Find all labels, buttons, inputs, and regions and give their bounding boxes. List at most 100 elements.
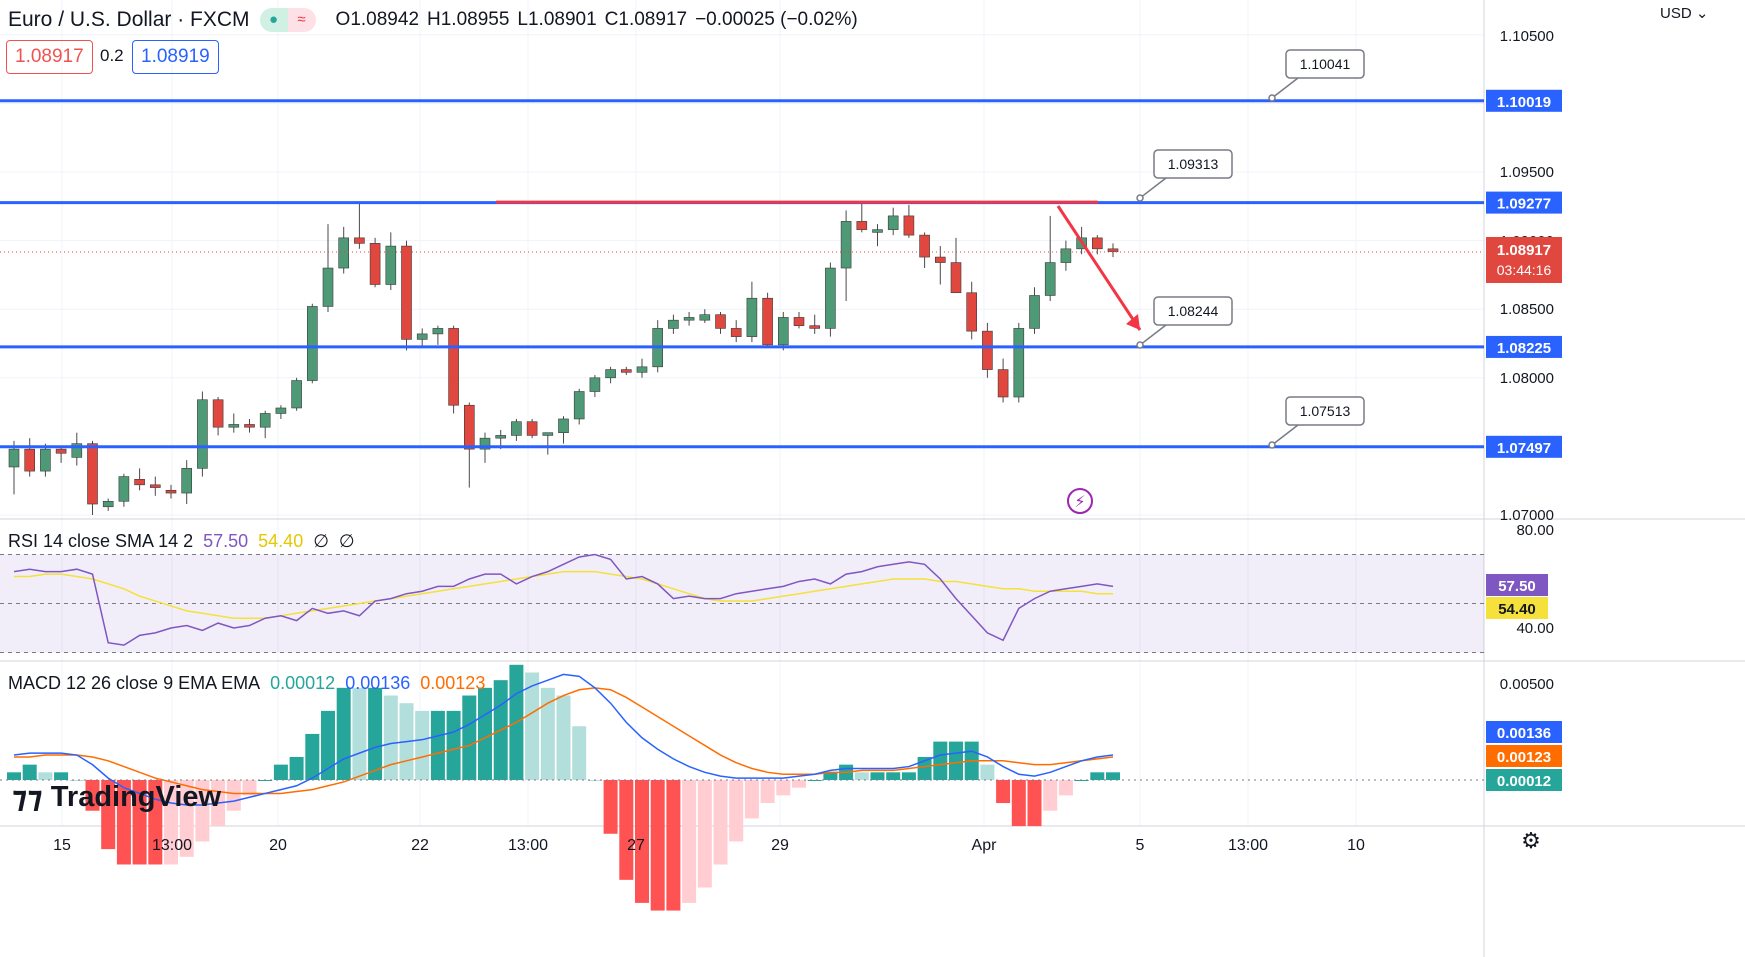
macd-histogram-bar <box>430 710 445 780</box>
candle <box>306 303 318 384</box>
drawings[interactable]: 1.10041 1.09313 1.08244 1.07513 ⚡ <box>496 49 1365 514</box>
macd-histogram-bar <box>792 780 806 788</box>
candle <box>526 418 538 439</box>
macd-histogram-bar <box>415 710 430 780</box>
candle-body <box>150 484 161 488</box>
candle <box>558 416 569 444</box>
callout-text: 1.10041 <box>1300 56 1351 72</box>
candle <box>573 388 585 425</box>
macd-value-badge <box>1486 769 1562 791</box>
macd-histogram-bar <box>697 780 712 888</box>
rsi-legend-extra2: ∅ <box>338 531 355 551</box>
candle <box>746 281 758 343</box>
macd-histogram-bar <box>336 687 351 780</box>
currency-selector[interactable]: USD ⌄ <box>1660 4 1708 22</box>
candle <box>762 292 773 348</box>
candle-body <box>24 448 36 472</box>
tradingview-logo[interactable]: ⁊⁊ TradingView <box>12 780 221 815</box>
macd-histogram-bar <box>744 780 759 819</box>
candle-body <box>1044 262 1056 296</box>
rsi-legend[interactable]: RSI 14 close SMA 14 2 57.50 54.40 ∅ ∅ <box>8 531 355 552</box>
settings-gear-icon[interactable]: ⚙ <box>1521 828 1541 853</box>
macd-histogram-bar <box>54 772 69 780</box>
candle <box>777 311 789 351</box>
macd-histogram-bar <box>980 764 995 780</box>
candle-body <box>997 369 1009 398</box>
candle <box>982 322 993 378</box>
last-price-badge <box>1486 236 1562 283</box>
candle <box>825 262 836 337</box>
macd-histogram-bar <box>650 780 665 911</box>
candle-body <box>55 448 67 454</box>
candle <box>620 366 632 376</box>
candle <box>369 237 381 288</box>
macd-histogram-bar <box>38 772 53 780</box>
macd-histogram-bar <box>760 780 775 804</box>
candle-body <box>777 317 789 346</box>
macd-legend[interactable]: MACD 12 26 close 9 EMA EMA 0.00012 0.001… <box>8 673 485 694</box>
candle-body <box>840 221 852 269</box>
macd-histogram-bar <box>901 772 916 780</box>
macd-histogram-bar <box>666 780 681 911</box>
macd-legend-title: MACD 12 26 close 9 EMA EMA <box>8 673 261 693</box>
rsi-value-text: 57.50 <box>1498 578 1536 595</box>
candle-body <box>1107 248 1119 252</box>
callout-leader <box>1139 177 1167 199</box>
callout-anchor <box>1136 194 1144 202</box>
macd-histogram-bar <box>85 780 100 811</box>
candle-body <box>573 391 585 420</box>
candle-body <box>966 292 978 332</box>
macd-histogram-bar <box>1058 780 1073 796</box>
rsi-value-badge <box>1486 574 1548 596</box>
candle <box>887 207 899 236</box>
market-status-badge[interactable]: ● ≈ <box>259 8 316 32</box>
callout-text: 1.07513 <box>1300 403 1351 419</box>
candle-body <box>558 418 569 433</box>
buy-price-button[interactable]: 1.08919 <box>132 40 219 74</box>
candle-body <box>730 328 742 337</box>
candle-body <box>8 448 20 468</box>
candle <box>966 281 978 340</box>
level-price-text: 1.08225 <box>1497 340 1551 357</box>
macd-histogram-bar <box>713 780 728 865</box>
sell-price-button[interactable]: 1.08917 <box>6 40 93 74</box>
symbol-title[interactable]: Euro / U.S. Dollar · FXCM <box>8 8 250 31</box>
macd-histogram-bar <box>383 695 398 780</box>
last-price-text: 1.08917 <box>1497 242 1551 259</box>
macd-histogram-bar <box>1090 772 1105 780</box>
candle-body <box>620 369 632 373</box>
macd-histogram-bar <box>22 764 37 780</box>
candle-body <box>903 215 915 236</box>
candle-body <box>385 245 397 285</box>
macd-histogram-bar <box>368 687 383 780</box>
candle-body <box>511 421 522 436</box>
candle-body <box>872 229 883 233</box>
level-lines[interactable] <box>0 99 1484 449</box>
time-axis-label: 5 <box>1136 837 1145 854</box>
level-price-badge <box>1486 191 1562 214</box>
macd-histogram-bar <box>132 780 147 865</box>
price-tick-label: 1.07000 <box>1500 507 1554 524</box>
macd-histogram-bar <box>525 672 540 780</box>
candle-body <box>165 490 177 494</box>
candle-body <box>887 215 899 230</box>
candle <box>55 446 67 463</box>
candle-body <box>322 267 334 307</box>
price-callout: 1.09313 <box>1136 149 1233 202</box>
macd-histogram-bar <box>854 772 869 780</box>
replay-wave-icon: ≈ <box>287 8 316 32</box>
macd-histogram-bar <box>226 780 241 811</box>
chevron-down-icon: ⌄ <box>1695 5 1709 22</box>
axes[interactable]: 1.105001.095001.090001.085001.080001.070… <box>53 28 1562 854</box>
down-arrow-shaft <box>1056 205 1142 331</box>
macd-histogram-bar <box>540 687 555 780</box>
candle <box>416 328 428 348</box>
rsi-background <box>0 554 1484 653</box>
candle <box>950 237 962 294</box>
candle <box>448 325 459 414</box>
macd-histogram-bar <box>321 710 335 780</box>
candle-body <box>589 377 601 392</box>
candle-body <box>636 366 648 373</box>
candle-body <box>479 437 491 450</box>
